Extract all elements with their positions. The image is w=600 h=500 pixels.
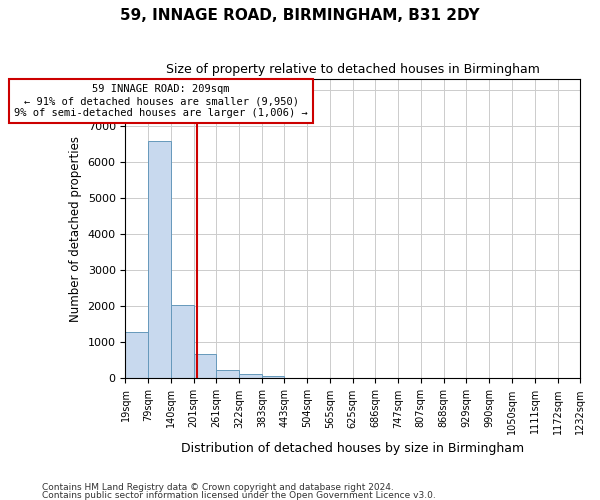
Title: Size of property relative to detached houses in Birmingham: Size of property relative to detached ho… (166, 62, 539, 76)
Text: 59, INNAGE ROAD, BIRMINGHAM, B31 2DY: 59, INNAGE ROAD, BIRMINGHAM, B31 2DY (120, 8, 480, 22)
Bar (125, 332, 148, 378)
Text: Contains public sector information licensed under the Open Government Licence v3: Contains public sector information licen… (42, 490, 436, 500)
Bar (262, 376, 284, 378)
Text: Contains HM Land Registry data © Crown copyright and database right 2024.: Contains HM Land Registry data © Crown c… (42, 484, 394, 492)
Bar (194, 354, 216, 378)
Text: 59 INNAGE ROAD: 209sqm
← 91% of detached houses are smaller (9,950)
9% of semi-d: 59 INNAGE ROAD: 209sqm ← 91% of detached… (14, 84, 308, 117)
Bar (171, 304, 194, 378)
Y-axis label: Number of detached properties: Number of detached properties (69, 136, 82, 322)
Bar (148, 140, 171, 378)
Bar (216, 370, 239, 378)
Bar (239, 374, 262, 378)
X-axis label: Distribution of detached houses by size in Birmingham: Distribution of detached houses by size … (181, 442, 524, 455)
